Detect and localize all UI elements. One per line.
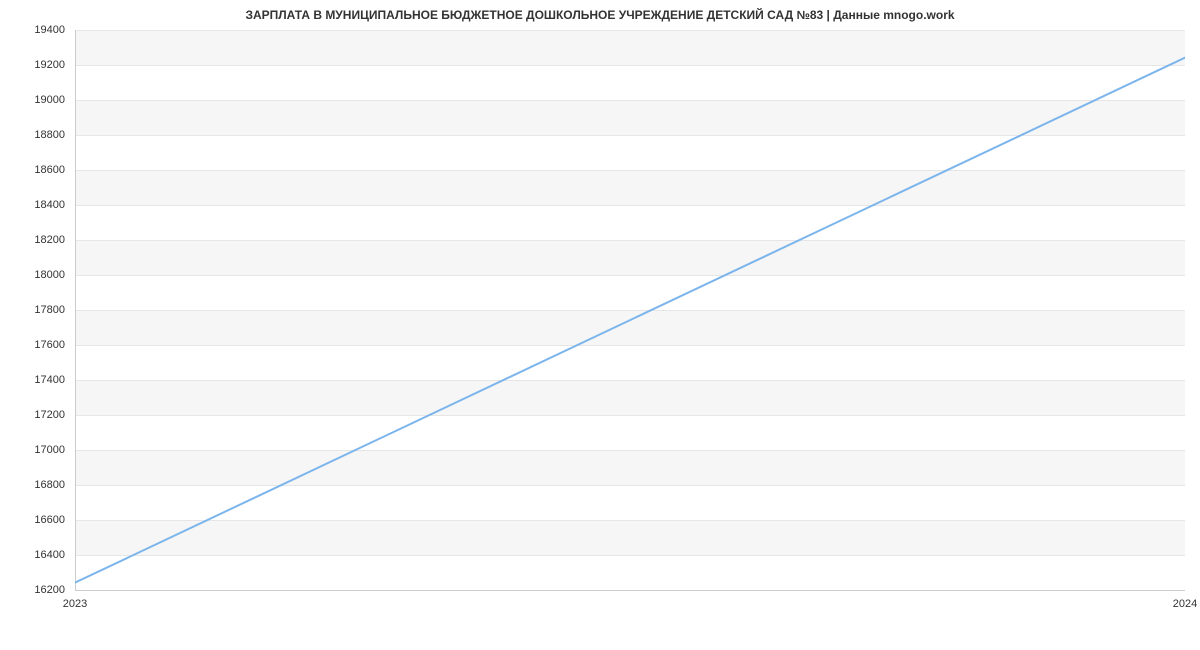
- y-tick-label: 17000: [0, 444, 65, 456]
- y-tick-label: 18200: [0, 234, 65, 246]
- y-tick-label: 17200: [0, 409, 65, 421]
- y-tick-label: 17400: [0, 374, 65, 386]
- x-tick-label: 2023: [63, 598, 87, 610]
- y-tick-label: 16400: [0, 549, 65, 561]
- y-tick-label: 18800: [0, 129, 65, 141]
- chart-container: { "chart": { "type": "line", "title": "З…: [0, 0, 1200, 650]
- y-tick-label: 18600: [0, 164, 65, 176]
- chart-title: ЗАРПЛАТА В МУНИЦИПАЛЬНОЕ БЮДЖЕТНОЕ ДОШКО…: [0, 8, 1200, 22]
- y-tick-label: 18400: [0, 199, 65, 211]
- x-tick-label: 2024: [1173, 598, 1197, 610]
- y-tick-label: 16800: [0, 479, 65, 491]
- plot-area: [75, 30, 1185, 590]
- y-tick-label: 17600: [0, 339, 65, 351]
- y-tick-label: 18000: [0, 269, 65, 281]
- y-tick-label: 19000: [0, 94, 65, 106]
- series-layer: [75, 30, 1185, 590]
- x-axis-line: [75, 590, 1185, 591]
- y-tick-label: 19400: [0, 24, 65, 36]
- y-tick-label: 17800: [0, 304, 65, 316]
- y-tick-label: 16200: [0, 584, 65, 596]
- y-tick-label: 16600: [0, 514, 65, 526]
- series-line-salary: [75, 58, 1185, 583]
- y-tick-label: 19200: [0, 59, 65, 71]
